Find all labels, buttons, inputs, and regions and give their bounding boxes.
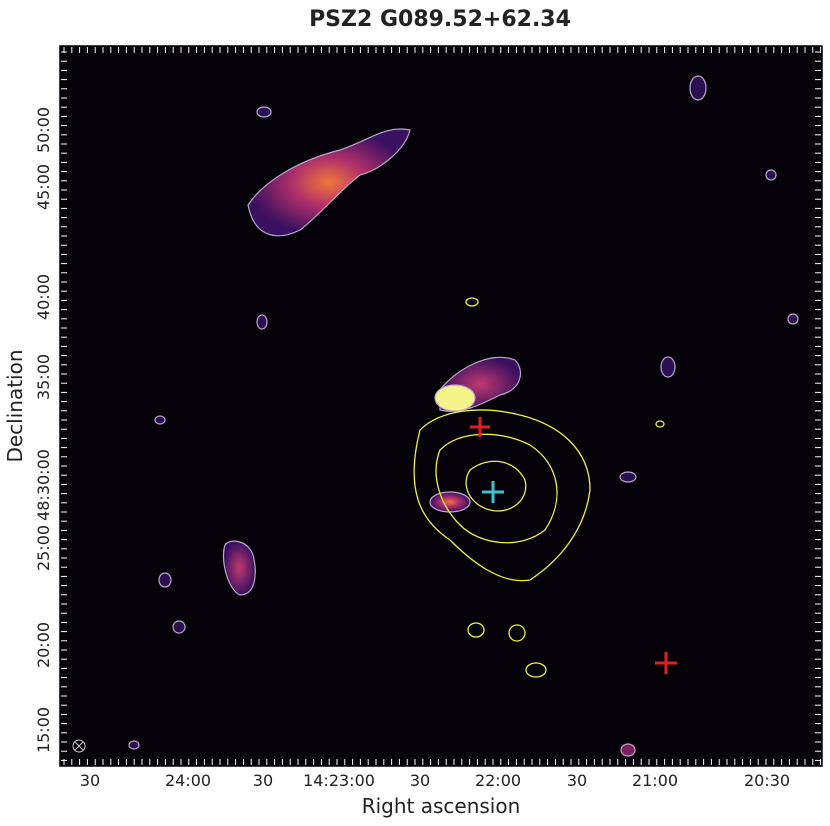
image-content bbox=[72, 75, 799, 757]
contour bbox=[465, 297, 479, 307]
radio-source bbox=[172, 620, 186, 634]
radio-source bbox=[429, 491, 471, 513]
y-tick-label: 48:30:00 bbox=[34, 449, 53, 521]
x-tick-labels: 30 24:00 30 14:23:00 30 22:00 30 21:00 20:30 bbox=[80, 771, 790, 790]
radio-source bbox=[128, 740, 140, 750]
markers bbox=[470, 417, 677, 674]
radio-source bbox=[256, 314, 268, 330]
contour bbox=[467, 622, 485, 638]
x-tick-label: 21:00 bbox=[632, 771, 678, 790]
radio-source bbox=[158, 572, 172, 588]
beam bbox=[72, 739, 86, 753]
marker bbox=[482, 481, 504, 503]
xray-contours bbox=[413, 297, 665, 678]
radio-source bbox=[620, 743, 636, 757]
y-tick-label: 45:00 bbox=[34, 164, 53, 210]
x-tick-label: 30 bbox=[253, 771, 273, 790]
y-tick-labels: 50:00 45:00 40:00 35:00 48:30:00 25:00 20:00 15… bbox=[34, 107, 53, 753]
x-tick-label: 30 bbox=[567, 771, 587, 790]
contour bbox=[435, 433, 558, 544]
marker bbox=[655, 652, 677, 674]
x-tick-label: 30 bbox=[410, 771, 430, 790]
x-tick-label: 14:23:00 bbox=[303, 771, 375, 790]
y-tick-label: 15:00 bbox=[34, 707, 53, 753]
y-tick-label: 40:00 bbox=[34, 274, 53, 320]
radio-source bbox=[222, 540, 256, 596]
y-axis-label: Declination bbox=[3, 349, 27, 462]
contour bbox=[413, 409, 591, 582]
marker bbox=[470, 417, 490, 437]
x-tick-label: 22:00 bbox=[475, 771, 521, 790]
y-tick-label: 50:00 bbox=[34, 107, 53, 153]
contour bbox=[525, 662, 547, 678]
x-tick-label: 24:00 bbox=[165, 771, 211, 790]
radio-emission bbox=[128, 75, 799, 757]
radio-source bbox=[787, 313, 799, 325]
tick-marks bbox=[61, 47, 822, 765]
radio-source bbox=[619, 471, 637, 483]
contour bbox=[655, 420, 665, 428]
y-tick-label: 25:00 bbox=[34, 525, 53, 571]
radio-source bbox=[256, 106, 272, 118]
title: PSZ2 G089.52+62.34 bbox=[309, 7, 571, 32]
x-tick-label: 30 bbox=[80, 771, 100, 790]
radio-source bbox=[689, 75, 707, 101]
contour bbox=[508, 624, 526, 642]
y-tick-label: 35:00 bbox=[34, 354, 53, 400]
bright-source bbox=[434, 384, 476, 412]
x-tick-label: 20:30 bbox=[744, 771, 790, 790]
radio-source bbox=[154, 415, 166, 425]
radio-source bbox=[660, 356, 676, 378]
contour bbox=[465, 460, 527, 512]
y-tick-label: 20:00 bbox=[34, 622, 53, 668]
radio-source bbox=[765, 169, 777, 181]
x-axis-label: Right ascension bbox=[362, 794, 521, 818]
radio-relic bbox=[247, 128, 411, 237]
